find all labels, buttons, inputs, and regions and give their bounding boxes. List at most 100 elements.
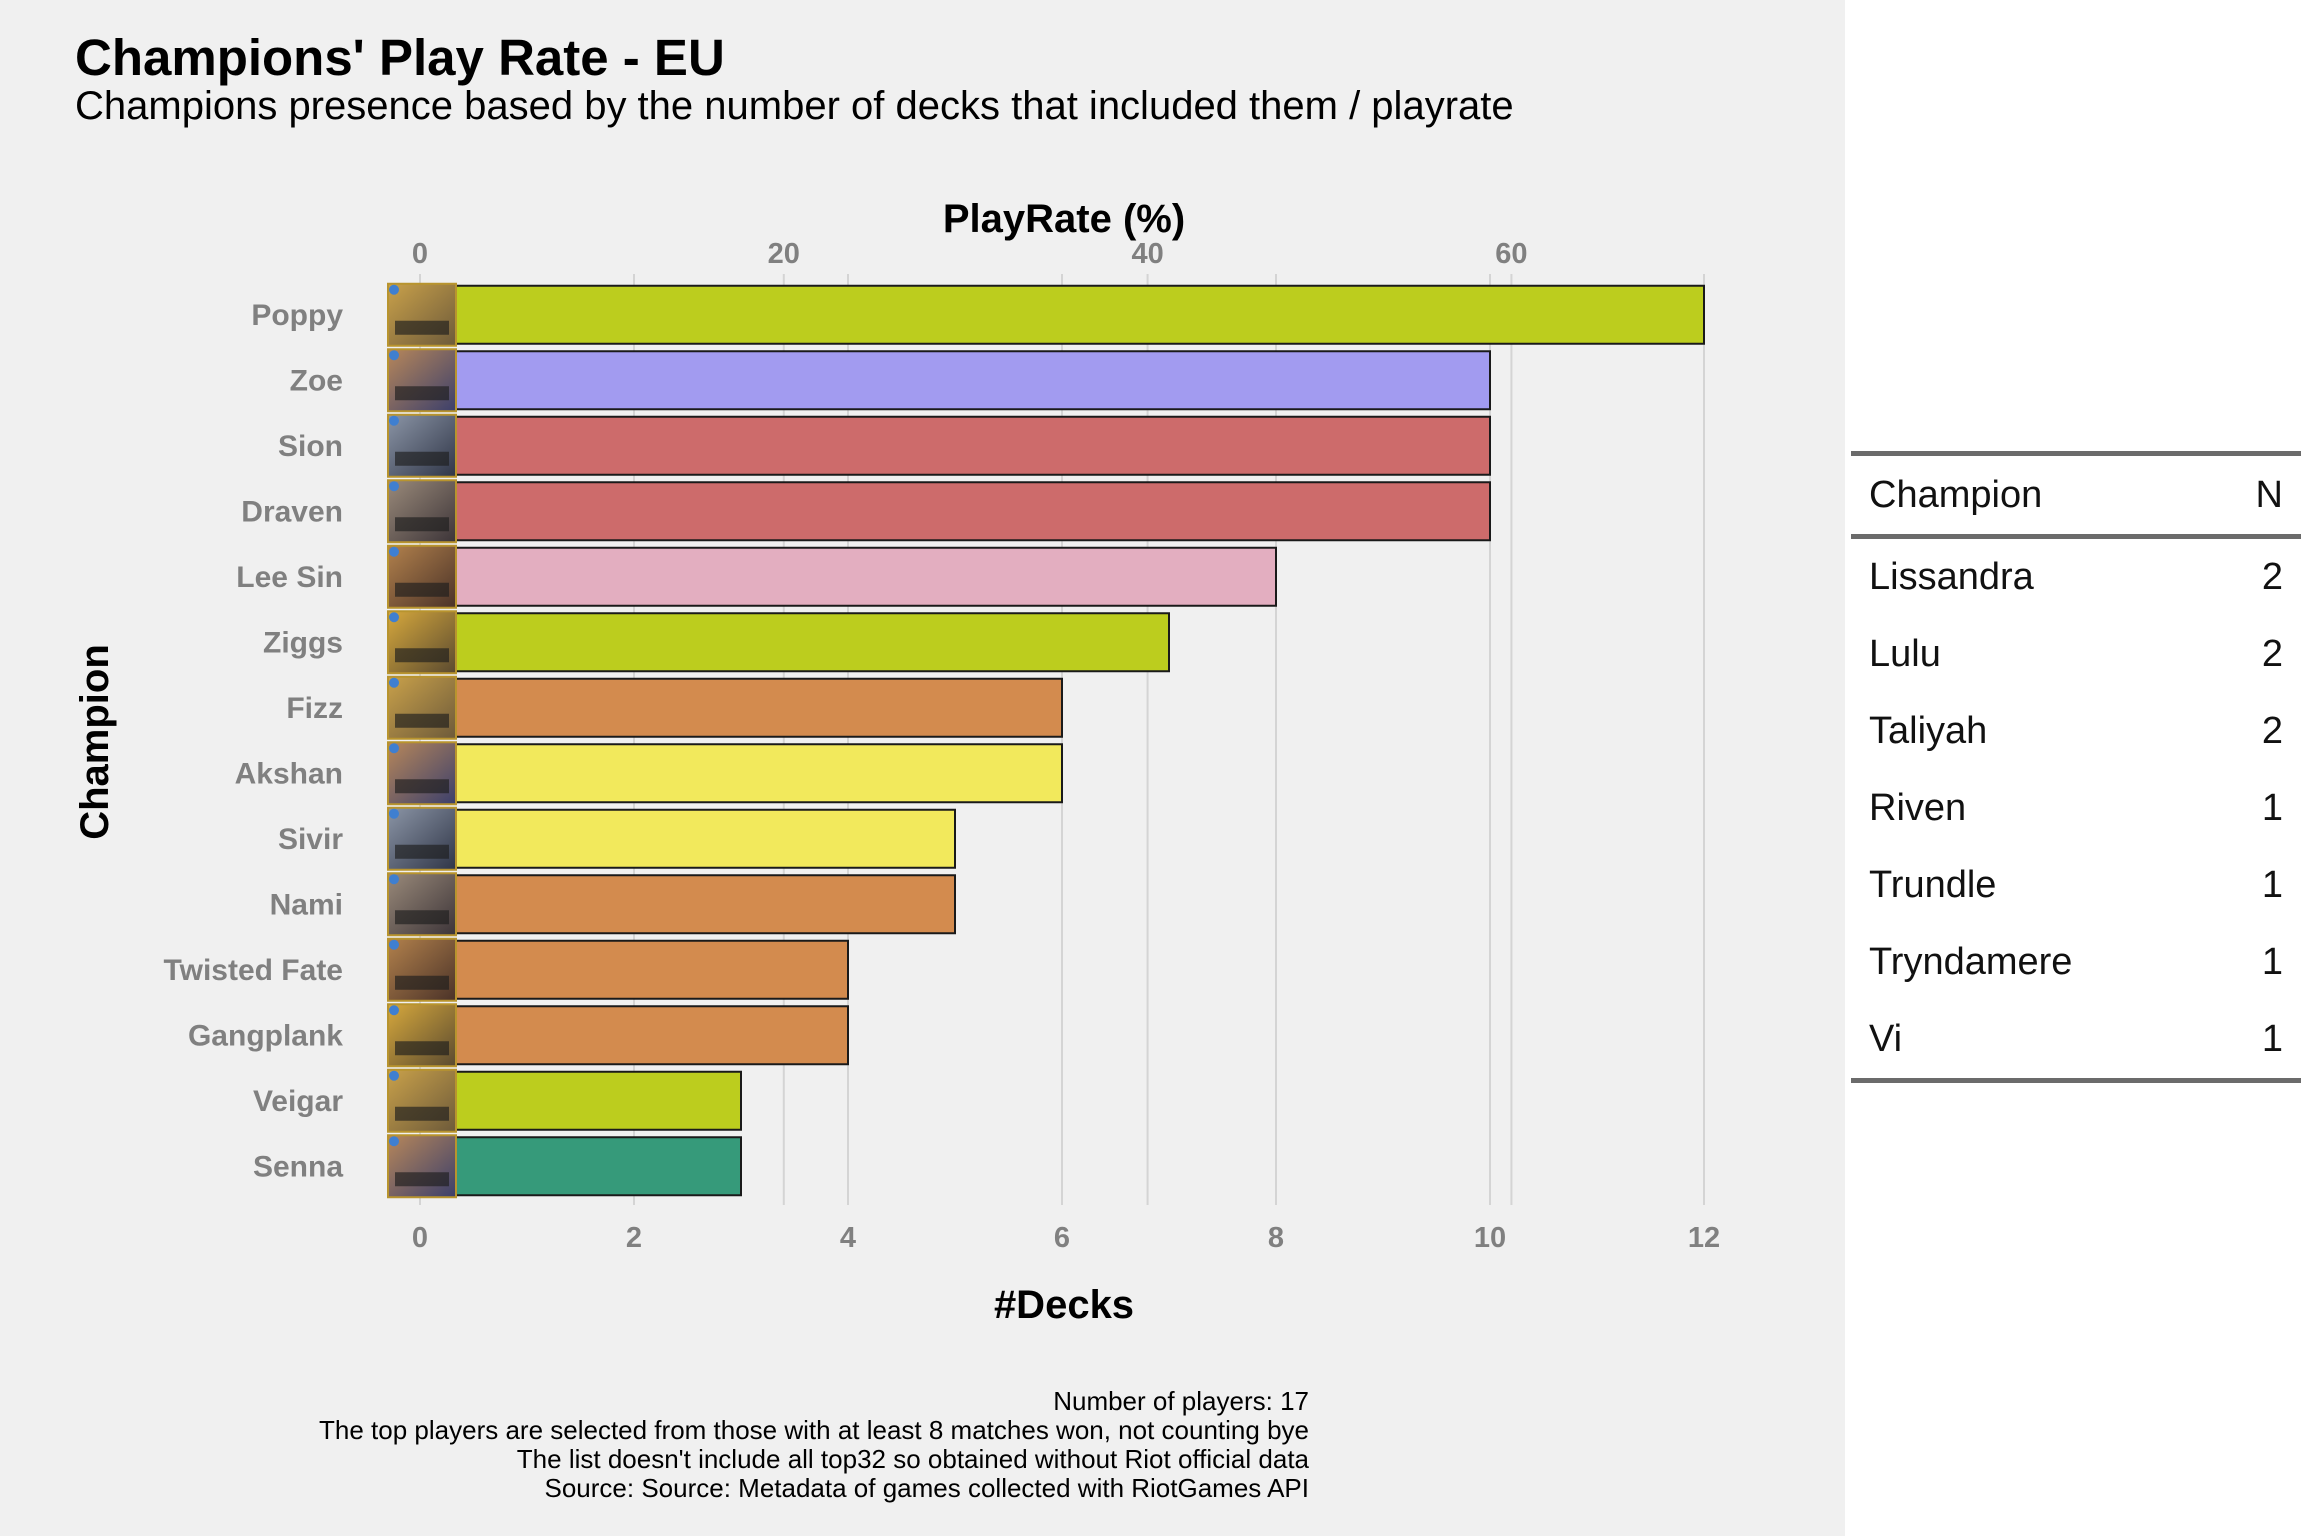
count-cell: 2 — [2261, 556, 2283, 598]
champion-cell: Tryndamere — [1869, 941, 2073, 983]
x-tick-label: 4 — [840, 1222, 856, 1254]
x-tick-label: 0 — [412, 1222, 428, 1254]
x-tick-label: 10 — [1474, 1222, 1506, 1254]
y-tick-label: Fizz — [286, 692, 343, 725]
champion-card-thumbnail — [387, 479, 457, 544]
bar — [419, 1005, 849, 1066]
chart-title: Champions' Play Rate - EU — [75, 29, 725, 86]
mana-cost-icon — [389, 415, 399, 426]
y-axis-title: Champion — [73, 644, 117, 840]
bar — [419, 743, 1063, 804]
y-tick-label: Lee Sin — [236, 561, 343, 594]
x-tick-label: 6 — [1054, 1222, 1070, 1254]
x-tick-label: 12 — [1688, 1222, 1720, 1254]
champion-card-thumbnail — [387, 872, 457, 937]
card-text-strip — [395, 320, 449, 335]
y-tick-label: Senna — [253, 1150, 343, 1183]
card-text-strip — [395, 975, 449, 990]
card-text-strip — [395, 451, 449, 466]
mana-cost-icon — [389, 350, 399, 361]
table-row: Lulu 2 — [1851, 616, 2301, 693]
champion-card-thumbnail — [387, 348, 457, 413]
chart-panel: Champions' Play Rate - EU Champions pres… — [0, 0, 1845, 1536]
card-text-strip — [395, 648, 449, 663]
bar — [419, 546, 1277, 607]
card-text-strip — [395, 517, 449, 532]
column-header-n: N — [2255, 473, 2283, 516]
card-text-strip — [395, 779, 449, 794]
champion-count-table: Champion N Lissandra 2 Lulu 2 Taliyah 2 … — [1851, 451, 2301, 1083]
bar — [419, 284, 1705, 345]
bar-chart: 0 2 4 6 8 10 12 0 20 40 60 Poppy Zoe Sion Draven Lee Si… — [73, 197, 1720, 1327]
champion-card-thumbnail — [387, 937, 457, 1002]
champion-card-thumbnail — [387, 413, 457, 478]
mana-cost-icon — [389, 743, 399, 754]
count-cell: 2 — [2261, 633, 2283, 675]
bar — [419, 481, 1491, 542]
y-tick-label: Sion — [278, 430, 343, 463]
count-cell: 1 — [2261, 787, 2283, 829]
count-cell: 2 — [2261, 710, 2283, 752]
bar — [419, 350, 1491, 411]
champion-card-thumbnail — [387, 675, 457, 740]
axis-labels: 0 2 4 6 8 10 12 0 20 40 60 Poppy Zoe Sion Draven Lee Si… — [73, 197, 1720, 1327]
y-tick-label: Twisted Fate — [164, 954, 343, 987]
y-tick-label: Zoe — [290, 364, 343, 397]
table-row: Riven 1 — [1851, 770, 2301, 847]
champion-card-thumbnail — [387, 806, 457, 871]
y-tick-label: Ziggs — [263, 626, 343, 659]
y-tick-label: Gangplank — [188, 1019, 343, 1052]
champion-card-thumbnail — [387, 544, 457, 609]
y-tick-label: Sivir — [278, 823, 343, 856]
champion-card-thumbnails — [387, 282, 457, 1199]
x-tick-label: 2 — [626, 1222, 642, 1254]
card-text-strip — [395, 1106, 449, 1121]
mana-cost-icon — [389, 546, 399, 557]
y-tick-label: Veigar — [253, 1085, 343, 1118]
card-text-strip — [395, 713, 449, 728]
champion-cell: Lissandra — [1869, 556, 2034, 598]
x-tick-label: 8 — [1268, 1222, 1284, 1254]
x2-tick-label: 60 — [1495, 238, 1527, 270]
caption-line: The list doesn't include all top32 so ob… — [516, 1444, 1309, 1474]
x2-tick-label: 40 — [1131, 238, 1163, 270]
count-cell: 1 — [2261, 864, 2283, 906]
bar — [419, 874, 956, 935]
champion-cell: Taliyah — [1869, 710, 1988, 752]
bar — [419, 939, 849, 1000]
champion-cell: Trundle — [1869, 864, 1997, 906]
mana-cost-icon — [389, 1005, 399, 1016]
y-tick-label: Akshan — [235, 757, 343, 790]
bars — [419, 284, 1705, 1197]
card-text-strip — [395, 910, 449, 925]
y-tick-label: Poppy — [251, 299, 343, 332]
count-cell: 1 — [2261, 1018, 2283, 1060]
mana-cost-icon — [389, 1070, 399, 1081]
mana-cost-icon — [389, 1136, 399, 1147]
table-row: Taliyah 2 — [1851, 693, 2301, 770]
gridlines — [419, 274, 1705, 1205]
card-text-strip — [395, 386, 449, 401]
card-text-strip — [395, 1041, 449, 1056]
bar — [419, 1070, 742, 1131]
caption-line: The top players are selected from those … — [319, 1415, 1309, 1445]
caption: Number of players: 17 The top players ar… — [319, 1387, 1309, 1503]
column-header-champion: Champion — [1869, 473, 2043, 516]
card-text-strip — [395, 1172, 449, 1187]
x2-axis-title: PlayRate (%) — [943, 197, 1185, 241]
bar — [419, 1136, 742, 1197]
mana-cost-icon — [389, 939, 399, 950]
champion-card-thumbnail — [387, 282, 457, 347]
champion-card-thumbnail — [387, 1134, 457, 1199]
mana-cost-icon — [389, 874, 399, 885]
x-axis-title: #Decks — [994, 1283, 1134, 1327]
champion-card-thumbnail — [387, 741, 457, 806]
bar — [419, 808, 956, 869]
caption-line: Source: Source: Metadata of games collec… — [544, 1473, 1310, 1503]
chart-subtitle: Champions presence based by the number o… — [75, 84, 1514, 128]
mana-cost-icon — [389, 612, 399, 623]
table-row: Vi 1 — [1851, 1001, 2301, 1081]
bar — [419, 415, 1491, 476]
champion-card-thumbnail — [387, 610, 457, 675]
table-row: Trundle 1 — [1851, 847, 2301, 924]
